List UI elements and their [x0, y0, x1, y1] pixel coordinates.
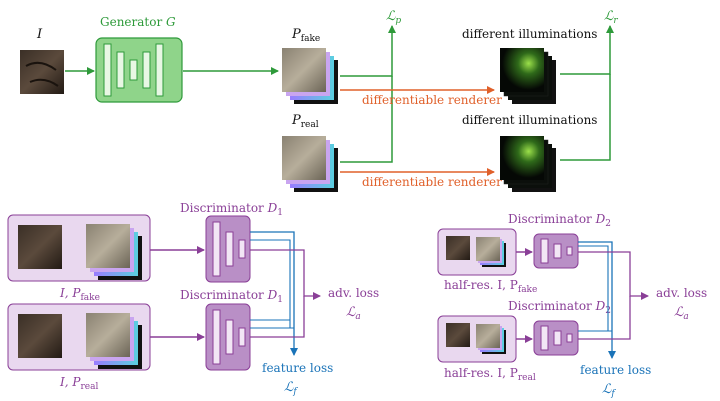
input-label: I [36, 27, 43, 42]
feature-loss-label-left: feature loss [262, 361, 333, 375]
line-preal-to-lp [340, 76, 393, 163]
pair-real-label: I, Preal [59, 375, 98, 392]
renderer-label-real: differentiable renderer [362, 175, 502, 189]
disc-d2-label-2: Discriminator D2 [508, 299, 611, 316]
adv-loss-label-right: adv. loss [656, 286, 707, 300]
p-real-stack [282, 136, 338, 192]
feature-line-d2 [578, 241, 616, 359]
adv-loss-sym-left: ℒa [346, 305, 361, 322]
line-illum-real-to-lr [560, 74, 611, 161]
feature-loss-label-right: feature loss [580, 363, 651, 377]
half-pair-real-label: half-res. I, Preal [444, 366, 536, 383]
p-fake-stack [282, 48, 338, 104]
arrow-pfake-to-lp [340, 25, 396, 77]
illum-stack-real [500, 136, 556, 192]
feature-loss-sym-left: ℒf [284, 380, 298, 397]
adv-loss-label-left: adv. loss [328, 286, 379, 300]
input-texture [20, 50, 64, 94]
illum-label-fake: different illuminations [462, 27, 597, 41]
illum-stack-fake [500, 48, 556, 104]
p-real-label: Preal [291, 113, 319, 130]
disc-d2-label-1: Discriminator D2 [508, 212, 611, 229]
loss-r-label: ℒr [604, 9, 618, 26]
pair-fake-label: I, Pfake [59, 286, 100, 303]
adv-loss-sym-right: ℒa [674, 305, 689, 322]
illum-label-real: different illuminations [462, 113, 597, 127]
half-pair-fake-label: half-res. I, Pfake [444, 278, 537, 295]
disc-d1-label-2: Discriminator D1 [180, 288, 283, 305]
feature-line-d1-upper [250, 231, 298, 356]
feature-loss-sym-right: ℒf [602, 382, 616, 399]
loss-p-label: ℒp [386, 9, 401, 26]
adv-line-d2 [578, 251, 649, 300]
renderer-label-fake: differentiable renderer [362, 93, 502, 107]
p-fake-label: Pfake [291, 27, 320, 44]
generator-label: Generator G [100, 15, 176, 29]
adv-line-d1 [250, 249, 321, 300]
disc-d1-label-1: Discriminator D1 [180, 201, 283, 218]
